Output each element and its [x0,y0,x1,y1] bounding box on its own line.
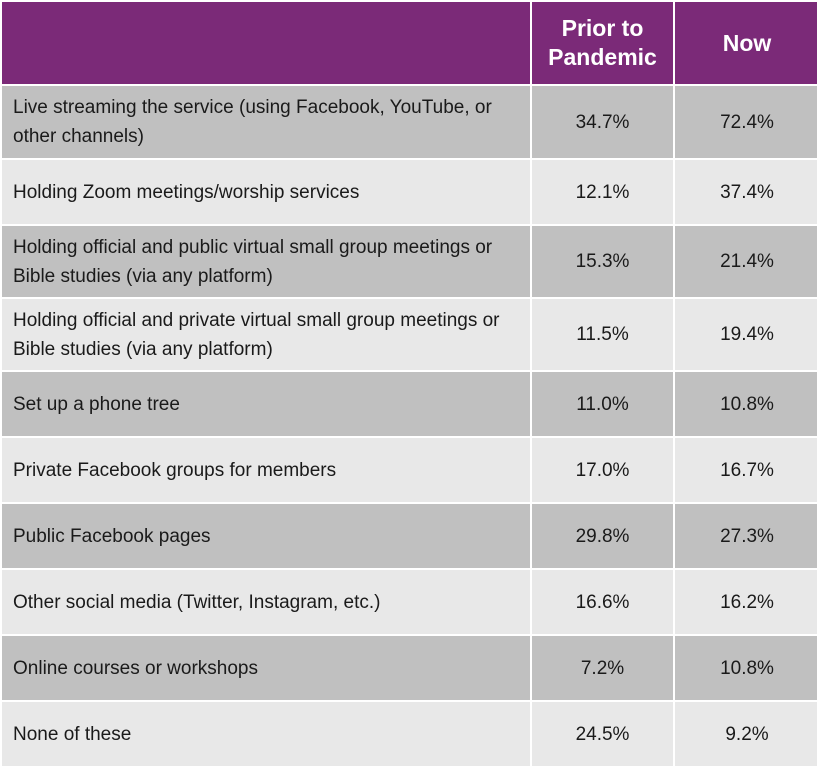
row-label: Set up a phone tree [2,372,530,436]
row-now-value: 16.2% [675,570,817,634]
row-prior-value: 11.0% [532,372,673,436]
header-prior-to-pandemic: Prior to Pandemic [532,2,673,84]
row-now-value: 9.2% [675,702,817,766]
row-prior-value: 34.7% [532,86,673,158]
row-now-value: 10.8% [675,636,817,700]
row-label: None of these [2,702,530,766]
row-label: Public Facebook pages [2,504,530,568]
row-label: Other social media (Twitter, Instagram, … [2,570,530,634]
row-prior-value: 15.3% [532,226,673,297]
row-label: Online courses or workshops [2,636,530,700]
row-prior-value: 12.1% [532,160,673,224]
row-now-value: 72.4% [675,86,817,158]
row-now-value: 19.4% [675,299,817,370]
row-now-value: 16.7% [675,438,817,502]
row-label: Live streaming the service (using Facebo… [2,86,530,158]
row-label: Private Facebook groups for members [2,438,530,502]
row-prior-value: 7.2% [532,636,673,700]
row-prior-value: 24.5% [532,702,673,766]
row-now-value: 10.8% [675,372,817,436]
row-prior-value: 16.6% [532,570,673,634]
row-prior-value: 11.5% [532,299,673,370]
row-label: Holding Zoom meetings/worship services [2,160,530,224]
row-prior-value: 29.8% [532,504,673,568]
row-prior-value: 17.0% [532,438,673,502]
header-blank-cell [2,2,530,84]
row-label: Holding official and private virtual sma… [2,299,530,370]
header-now: Now [675,2,817,84]
row-now-value: 37.4% [675,160,817,224]
row-now-value: 27.3% [675,504,817,568]
row-now-value: 21.4% [675,226,817,297]
row-label: Holding official and public virtual smal… [2,226,530,297]
